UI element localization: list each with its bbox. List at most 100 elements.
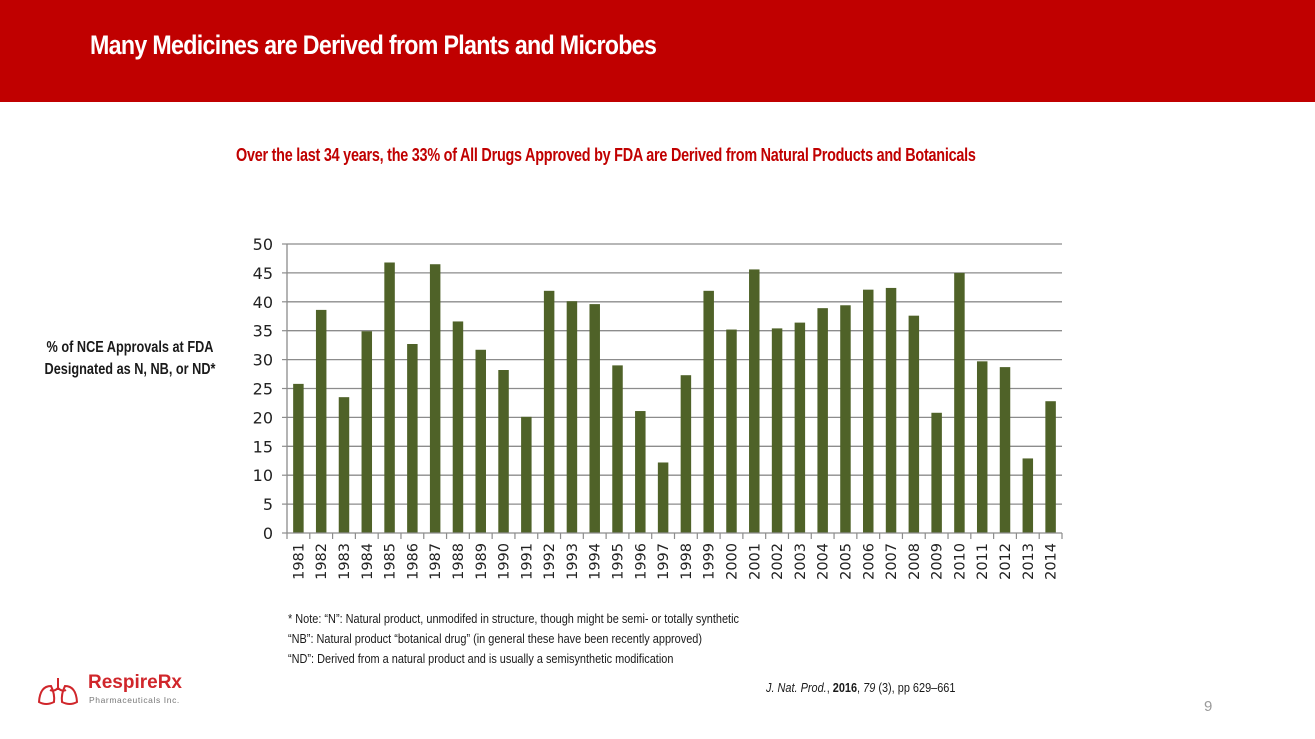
x-tick-label: 2004 [816, 543, 832, 580]
bar-2002 [771, 328, 783, 533]
bar-1998 [680, 375, 692, 533]
header-bar: Many Medicines are Derived from Plants a… [0, 0, 1315, 102]
x-tick-label: 1985 [383, 543, 399, 580]
x-tick-label: 2001 [747, 543, 763, 580]
bar-1983 [338, 397, 350, 533]
y-tick-label: 35 [253, 322, 273, 341]
x-tick-label: 2009 [930, 543, 946, 580]
x-tick-label: 2013 [1021, 543, 1037, 580]
x-tick-label: 1984 [360, 543, 376, 580]
y-tick-label: 45 [253, 264, 273, 283]
x-tick-label: 1992 [542, 543, 558, 580]
bar-1990 [498, 370, 509, 533]
x-tick-label: 2007 [884, 543, 900, 580]
y-axis-label: % of NCE Approvals at FDA Designated as … [40, 337, 220, 381]
bar-1991 [521, 416, 532, 533]
bar-1986 [407, 343, 418, 533]
bar-2003 [794, 322, 806, 533]
gridlines [287, 243, 1062, 505]
bar-1999 [703, 290, 714, 533]
citation-volume: 79 [863, 680, 876, 695]
citation-pages: (3), pp 629–661 [875, 680, 956, 695]
logo-name: RespireRx [88, 672, 182, 693]
y-tick-label: 30 [253, 351, 273, 370]
page-title: Many Medicines are Derived from Plants a… [90, 30, 657, 60]
bars [293, 262, 1056, 533]
footnotes: * Note: “N”: Natural product, unmodifed … [288, 609, 739, 669]
citation-year: 2016 [832, 680, 858, 695]
slide-subtitle: Over the last 34 years, the 33% of All D… [236, 145, 976, 165]
x-tick-label: 2010 [952, 543, 968, 580]
bar-2009 [931, 412, 942, 533]
x-tick-label: 2006 [861, 543, 877, 580]
bar-1994 [589, 304, 600, 533]
citation-journal: J. Nat. Prod. [766, 680, 827, 695]
x-tick-label: 1993 [565, 543, 581, 580]
x-tick-label: 1997 [656, 543, 672, 580]
bar-2007 [885, 287, 897, 533]
footnote-n: * Note: “N”: Natural product, unmodifed … [288, 611, 739, 626]
x-tick-label: 1990 [497, 543, 513, 580]
bar-2010 [954, 272, 965, 533]
x-tick-label: 1982 [314, 543, 330, 580]
x-tick-label: 2002 [770, 543, 786, 580]
bar-2012 [999, 367, 1011, 533]
page-number: 9 [1204, 698, 1213, 715]
logo-subtitle: Pharmaceuticals Inc. [89, 695, 180, 705]
x-tick-label: 2000 [724, 543, 740, 580]
y-tick-label: 10 [253, 466, 273, 485]
citation: J. Nat. Prod., 2016, 79 (3), pp 629–661 [766, 680, 955, 695]
x-tick-label: 1998 [679, 543, 695, 580]
footnote-nb: “NB”: Natural product “botanical drug” (… [288, 631, 702, 646]
bar-2000 [726, 329, 737, 533]
bar-1981 [293, 383, 304, 533]
company-logo: RespireRx Pharmaceuticals Inc. [36, 672, 206, 712]
bar-1982 [315, 309, 327, 533]
bar-2013 [1022, 458, 1034, 533]
y-axis-label-line-2: Designated as N, NB, or ND* [44, 361, 216, 378]
bar-1993 [566, 301, 578, 533]
x-tick-label: 1986 [405, 543, 421, 580]
bar-2004 [817, 308, 828, 533]
bar-1995 [612, 365, 623, 533]
bar-2001 [749, 269, 760, 533]
x-tick-label: 1981 [291, 543, 307, 580]
y-tick-label: 0 [263, 524, 273, 543]
x-tick-label: 2003 [793, 543, 809, 580]
x-tick-label: 1991 [519, 543, 535, 580]
y-tick-label: 20 [253, 408, 273, 427]
bar-1992 [543, 290, 555, 533]
x-tick-label: 2012 [998, 543, 1014, 580]
x-tick-label: 2014 [1044, 543, 1060, 580]
y-axis-ticks: 0 5 10 15 20 25 30 35 40 45 50 [253, 235, 287, 543]
bar-2008 [908, 315, 920, 533]
x-tick-label: 1995 [611, 543, 627, 580]
footnote-nd: “ND”: Derived from a natural product and… [288, 651, 674, 666]
x-tick-label: 2011 [975, 543, 991, 580]
x-tick-label: 2005 [838, 543, 854, 580]
lungs-icon [37, 678, 79, 705]
bar-2014 [1045, 401, 1056, 533]
x-tick-label: 1999 [702, 543, 718, 580]
citation-sep: , [826, 680, 833, 695]
y-tick-label: 5 [263, 495, 273, 514]
citation-sep: , [857, 680, 864, 695]
x-tick-label: 1994 [588, 543, 604, 580]
x-tick-label: 2008 [907, 543, 923, 580]
x-axis-ticks: 1981 1982 1983 1984 1985 1986 1987 1988 1989 1990… [286, 533, 1063, 580]
bar-2011 [976, 361, 988, 533]
x-tick-label: 1988 [451, 543, 467, 580]
bar-1985 [384, 262, 395, 533]
x-tick-label: 1996 [633, 543, 649, 580]
bar-2006 [863, 289, 874, 533]
bar-1997 [657, 462, 669, 533]
x-tick-label: 1989 [474, 543, 490, 580]
y-tick-label: 25 [253, 380, 273, 399]
x-tick-label: 1983 [337, 543, 353, 580]
y-tick-label: 40 [253, 293, 273, 312]
bar-1988 [452, 321, 464, 533]
y-tick-label: 50 [253, 235, 273, 254]
bar-1987 [429, 264, 441, 533]
bar-1996 [635, 411, 646, 533]
